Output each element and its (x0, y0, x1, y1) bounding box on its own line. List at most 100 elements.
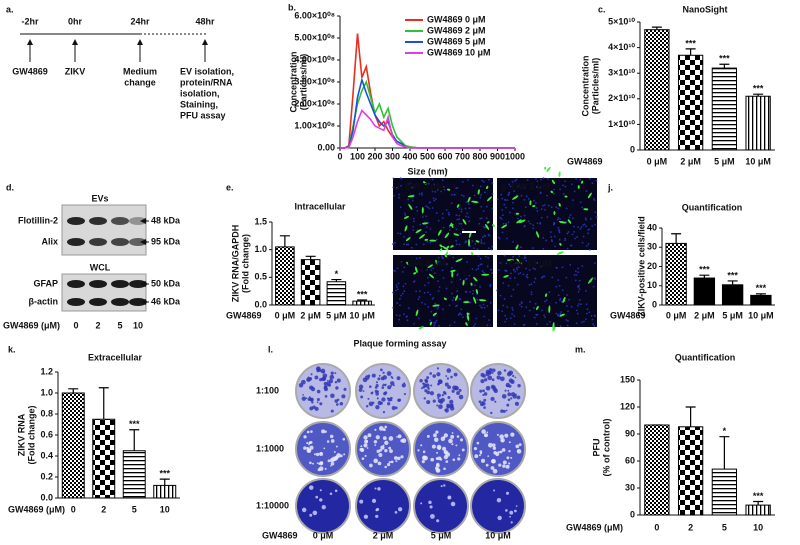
nucleus (555, 301, 557, 304)
nucleus (467, 178, 469, 181)
infected-cell (443, 297, 447, 301)
nucleus (513, 315, 516, 317)
plaque (396, 376, 401, 381)
plaque (330, 371, 334, 375)
nucleus (536, 222, 539, 225)
nucleus (526, 179, 529, 181)
nucleus (471, 240, 474, 243)
plaque (452, 458, 456, 462)
nucleus (500, 193, 503, 196)
significance: *** (699, 265, 710, 275)
plate (470, 478, 526, 534)
nucleus (392, 177, 395, 180)
plaque (386, 397, 390, 400)
nucleus (534, 268, 537, 271)
plaque (430, 384, 433, 387)
plaque (384, 448, 388, 453)
nucleus (481, 236, 484, 239)
nucleus (410, 246, 413, 249)
nucleus (482, 271, 485, 274)
nucleus (480, 217, 483, 220)
nucleus (477, 267, 480, 270)
plaque (375, 514, 379, 518)
nucleus (535, 323, 538, 325)
infected-cell (439, 248, 443, 252)
nucleus (424, 303, 427, 306)
x-prefix: GW4869 (610, 310, 646, 320)
nucleus (392, 242, 395, 245)
infected-cell (435, 259, 438, 266)
bar (92, 418, 116, 499)
nucleus (486, 205, 488, 208)
plaque (508, 450, 511, 453)
nucleus (396, 302, 398, 304)
plaque (457, 457, 461, 461)
nucleus (491, 182, 494, 185)
plaque (451, 389, 455, 393)
nucleus (520, 215, 522, 218)
y-tick-label: 3×10¹⁰ (608, 68, 635, 78)
plaque (382, 375, 387, 380)
plaque (434, 466, 438, 470)
y-tick-label: 0.4 (40, 450, 53, 460)
plaque (314, 375, 319, 380)
x-tick-label: 1000 (505, 151, 525, 161)
plaque (498, 463, 502, 467)
nucleus (542, 248, 545, 250)
plaque (426, 434, 430, 438)
plaque (391, 377, 394, 380)
x-tick-label: 200 (367, 151, 382, 161)
plaque (438, 404, 443, 409)
plaque (324, 385, 327, 388)
nucleus (482, 210, 485, 212)
bar (677, 426, 704, 516)
plaque (396, 456, 401, 461)
y-tick-label: 0 (630, 509, 635, 519)
nucleus (486, 324, 489, 327)
x-prefix: GW4869 (μM) (3, 320, 60, 330)
nucleus (503, 254, 506, 257)
plaque (440, 485, 443, 488)
nucleus (579, 178, 582, 181)
nucleus (577, 271, 580, 274)
panel-title: Plaque forming assay (353, 338, 446, 348)
chart-title: NanoSight (683, 4, 728, 14)
chart-title: Intracellular (294, 201, 346, 211)
infected-cell (485, 224, 490, 230)
nucleus (570, 244, 572, 247)
nucleus (394, 270, 396, 273)
nucleus (589, 218, 592, 220)
plaque (491, 371, 494, 374)
nucleus (559, 297, 562, 300)
plaque (495, 451, 500, 457)
bar (750, 294, 772, 306)
plaque (322, 376, 327, 381)
nucleus (429, 228, 432, 230)
nucleus (544, 208, 547, 211)
nucleus (486, 305, 489, 307)
nucleus (589, 248, 591, 251)
column-label: 2 μM (373, 530, 394, 540)
nucleus (425, 231, 427, 234)
infected-cell (536, 305, 539, 311)
plaque (427, 387, 430, 390)
nucleus (577, 303, 580, 305)
infected-cell (535, 231, 540, 238)
plaque (316, 397, 320, 402)
infected-cell (475, 240, 480, 243)
nucleus (456, 218, 459, 221)
nucleus (592, 285, 595, 288)
infected-cell (453, 233, 460, 236)
nucleus (455, 243, 458, 246)
nucleus (397, 196, 400, 199)
blot-band (67, 238, 85, 246)
nucleus (515, 267, 518, 269)
nucleus (427, 305, 430, 308)
infected-cell (447, 188, 451, 191)
plaque (504, 433, 509, 438)
nucleus (465, 215, 467, 218)
lane-label: 5 (117, 320, 122, 330)
nucleus (553, 235, 556, 238)
nucleus (422, 243, 425, 246)
infected-cell (421, 206, 424, 214)
